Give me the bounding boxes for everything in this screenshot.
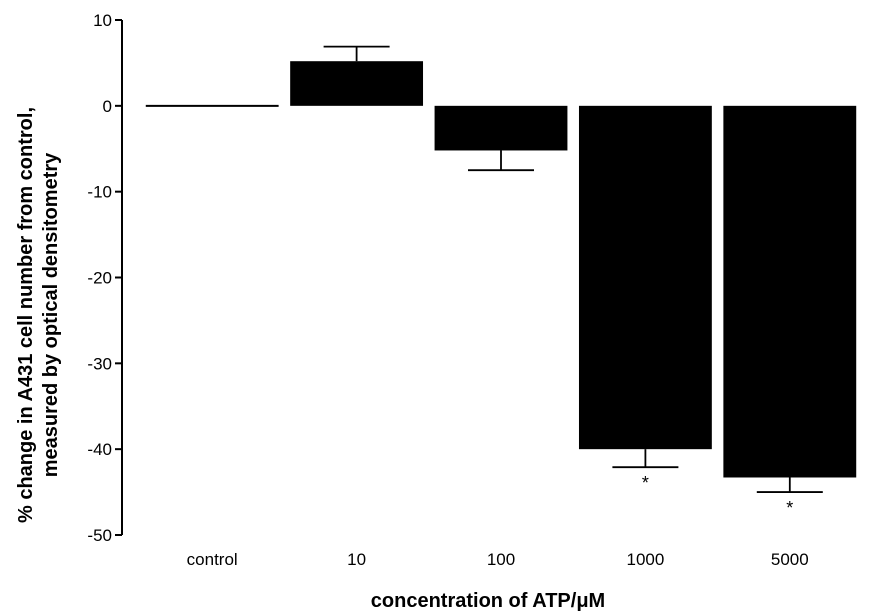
- bar: [723, 105, 857, 478]
- x-tick-label: 100: [487, 550, 515, 569]
- x-tick-label: control: [187, 550, 238, 569]
- y-axis-title-line-2: measured by optical densitometry: [40, 152, 62, 477]
- y-tick-label: -10: [87, 183, 112, 202]
- y-tick-label: -20: [87, 269, 112, 288]
- y-tick-label: 0: [103, 97, 112, 116]
- bar: [578, 105, 712, 450]
- bar: [290, 61, 424, 106]
- x-axis-title: concentration of ATP/μM: [371, 590, 605, 612]
- significance-marker: *: [786, 498, 793, 518]
- y-tick-label: -40: [87, 440, 112, 459]
- y-tick-label: 10: [93, 11, 112, 30]
- x-tick-label: 5000: [771, 550, 809, 569]
- y-tick-label: -50: [87, 526, 112, 545]
- bar: [434, 105, 568, 151]
- x-tick-label: 1000: [626, 550, 664, 569]
- y-tick-label: -30: [87, 354, 112, 373]
- x-tick-label: 10: [347, 550, 366, 569]
- y-axis-title-line-1: % change in A431 cell number from contro…: [15, 107, 37, 523]
- significance-marker: *: [642, 473, 649, 493]
- y-axis-title: % change in A431 cell number from contro…: [15, 107, 62, 523]
